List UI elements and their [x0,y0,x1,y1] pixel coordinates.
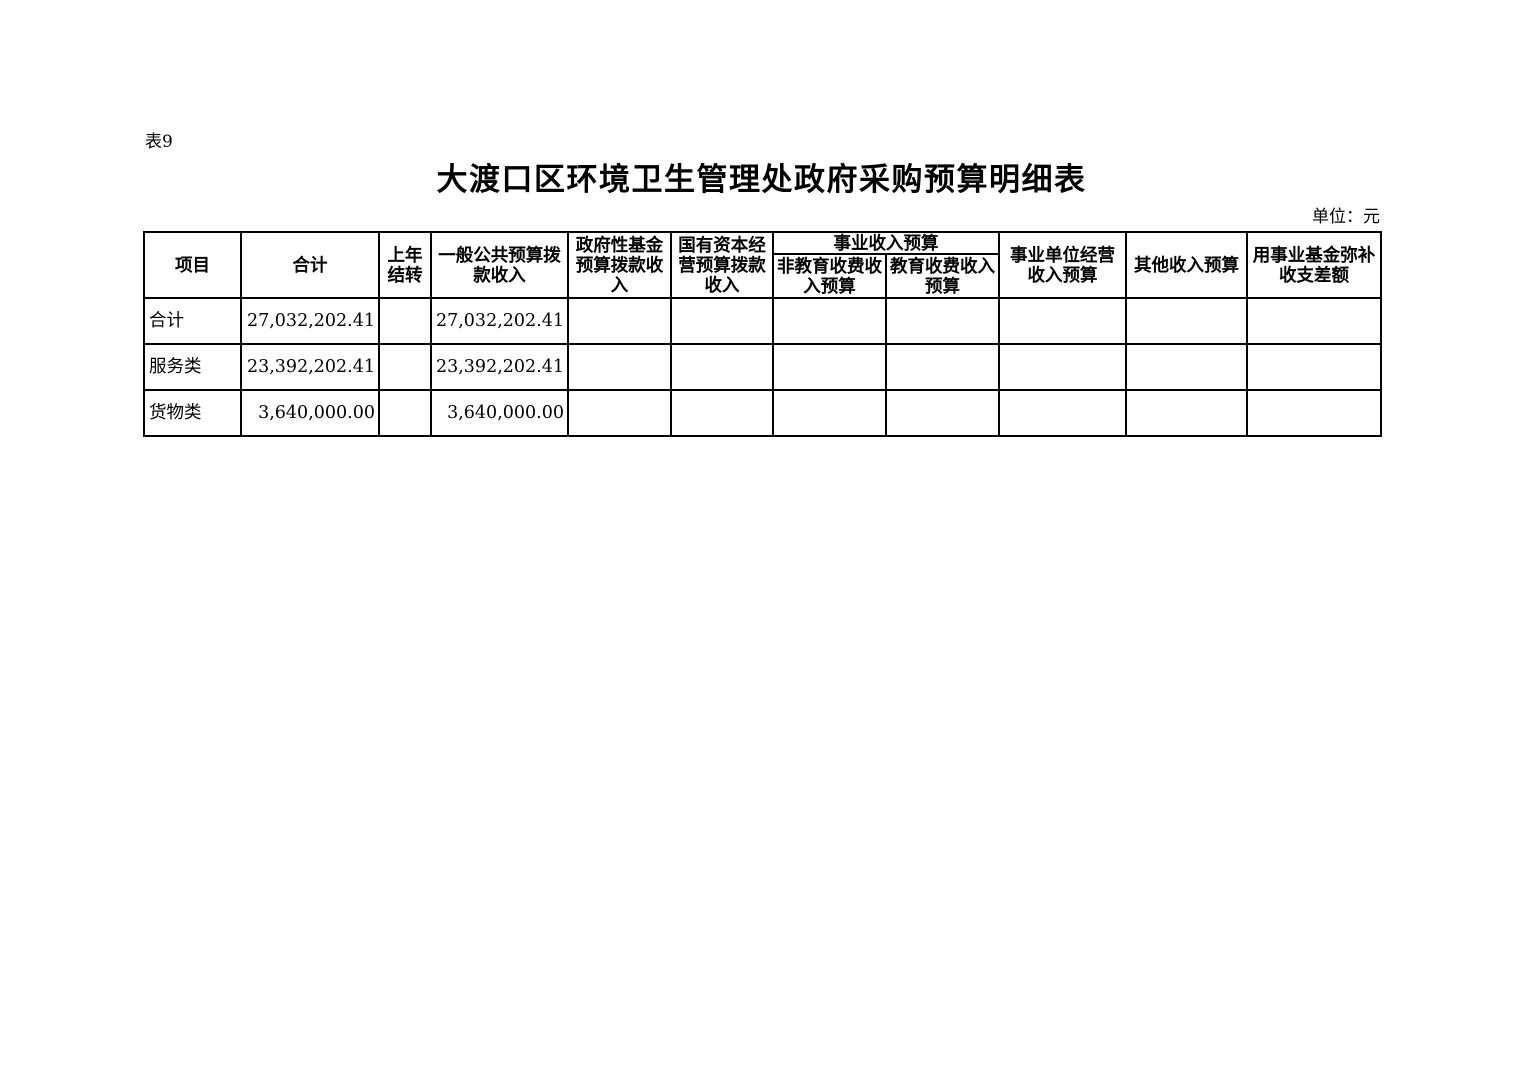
cell-edu-fee [885,343,1000,391]
cell-carryover [378,297,432,345]
cell-business-operation [998,389,1127,437]
cell-non-edu-fee [772,389,887,437]
header-state-capital: 国有资本经营预算拨款收入 [670,231,774,299]
cell-fund-offset [1246,389,1382,437]
cell-total: 23,392,202.41 [240,343,380,391]
cell-fund-offset [1246,343,1382,391]
page-title: 大渡口区环境卫生管理处政府采购预算明细表 [436,162,1087,197]
cell-edu-fee [885,389,1000,437]
header-carryover: 上年结转 [378,231,432,299]
cell-business-operation [998,297,1127,345]
cell-non-edu-fee [772,297,887,345]
header-business-operation: 事业单位经营收入预算 [998,231,1127,299]
cell-item: 服务类 [143,343,242,391]
header-non-edu-fee: 非教育收费收入预算 [772,253,887,299]
cell-state-capital [670,297,774,345]
cell-gov-fund [567,343,672,391]
table-row-total: 合计 27,032,202.41 27,032,202.41 [143,297,1382,345]
table-row-goods: 货物类 3,640,000.00 3,640,000.00 [143,389,1382,437]
cell-item: 货物类 [143,389,242,437]
procurement-budget-table: 项目 合计 上年结转 一般公共预算拨款收入 政府性基金预算拨款收入 国有资本经营… [143,231,1382,437]
header-edu-fee: 教育收费收入预算 [885,253,1000,299]
cell-general-budget: 27,032,202.41 [430,297,569,345]
unit-note: 单位：元 [1312,207,1380,227]
cell-gov-fund [567,297,672,345]
cell-carryover [378,343,432,391]
cell-state-capital [670,389,774,437]
cell-item: 合计 [143,297,242,345]
header-other-income: 其他收入预算 [1125,231,1248,299]
cell-other-income [1125,343,1248,391]
cell-general-budget: 23,392,202.41 [430,343,569,391]
cell-other-income [1125,297,1248,345]
header-fund-offset: 用事业基金弥补收支差额 [1246,231,1382,299]
header-item: 项目 [143,231,242,299]
header-total: 合计 [240,231,380,299]
cell-fund-offset [1246,297,1382,345]
header-group-business-income: 事业收入预算 [772,231,1000,255]
cell-state-capital [670,343,774,391]
cell-total: 27,032,202.41 [240,297,380,345]
table-number-label: 表9 [145,132,173,152]
cell-general-budget: 3,640,000.00 [430,389,569,437]
header-row-group: 项目 合计 上年结转 一般公共预算拨款收入 政府性基金预算拨款收入 国有资本经营… [143,231,1382,299]
cell-non-edu-fee [772,343,887,391]
cell-edu-fee [885,297,1000,345]
table-row-services: 服务类 23,392,202.41 23,392,202.41 [143,343,1382,391]
cell-other-income [1125,389,1248,437]
cell-business-operation [998,343,1127,391]
header-gov-fund: 政府性基金预算拨款收入 [567,231,672,299]
cell-total: 3,640,000.00 [240,389,380,437]
header-row-sub: 非教育收费收入预算 教育收费收入预算 [144,253,1381,299]
cell-gov-fund [567,389,672,437]
header-general-budget: 一般公共预算拨款收入 [430,231,569,299]
cell-carryover [378,389,432,437]
